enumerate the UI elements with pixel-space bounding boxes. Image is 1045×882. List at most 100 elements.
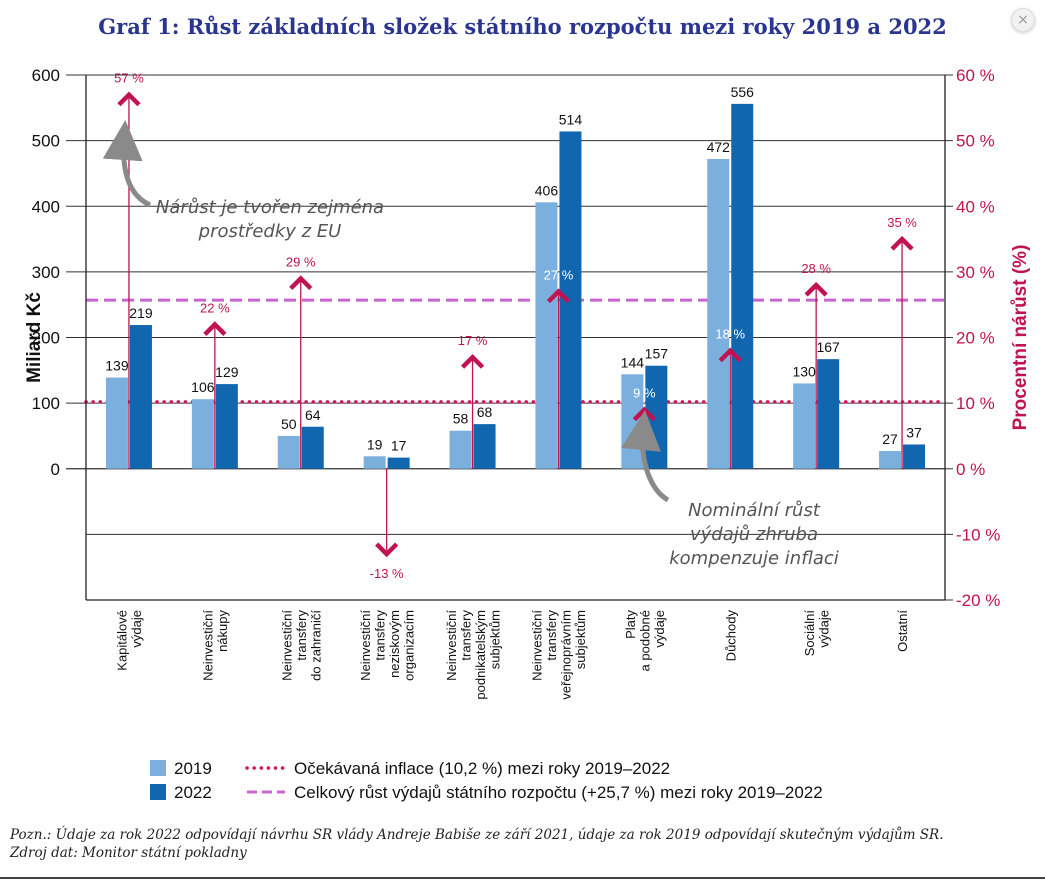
y2-tick-label: 30 %	[956, 263, 995, 282]
bar-value-label: 50	[281, 416, 297, 432]
growth-label: 28 %	[801, 261, 831, 276]
x-category-line: nákupy	[215, 610, 230, 652]
note-line-2: Zdroj dat: Monitor státní pokladny	[10, 845, 247, 861]
x-category-line: Neinvestiční	[530, 610, 545, 681]
x-category-label: Platy a podobné výdaje	[623, 610, 667, 672]
bar-2022[interactable]	[817, 359, 840, 469]
y-tick-label: 200	[32, 329, 60, 348]
growth-arrow-up	[203, 321, 227, 336]
x-category-line: do zahraničí	[308, 610, 323, 681]
close-button[interactable]: ×	[1011, 8, 1035, 32]
bar-2022[interactable]	[129, 325, 152, 469]
growth-arrow-up	[804, 281, 828, 297]
x-category-line: Sociální	[802, 610, 817, 657]
x-category-line: a podobné	[637, 610, 652, 671]
bar-2022[interactable]	[301, 426, 324, 469]
x-category-line: Důchody	[723, 610, 738, 662]
y2-tick-label: 60 %	[956, 66, 995, 85]
growth-label: -13 %	[370, 566, 404, 581]
bar-2019[interactable]	[363, 456, 386, 469]
bar-value-label: 139	[105, 358, 129, 374]
bar-2022[interactable]	[903, 444, 926, 469]
bar-value-label: 406	[535, 182, 559, 198]
bar-value-label: 472	[707, 139, 731, 155]
y2-tick-label: 50 %	[956, 132, 995, 151]
growth-arrow-up	[546, 288, 571, 304]
x-category-line: Neinvestiční	[201, 610, 216, 681]
x-category-line: transfery	[294, 610, 309, 661]
bar-2022[interactable]	[473, 424, 496, 469]
note-line-1: Pozn.: Údaje za rok 2022 odpovídají návr…	[10, 827, 944, 843]
bar-2019[interactable]	[191, 399, 214, 469]
x-category-label: Sociální výdaje	[802, 610, 832, 657]
x-category-line: neziskovým	[387, 610, 402, 678]
x-category-line: výdaje	[652, 610, 667, 648]
legend-swatch-2019	[150, 760, 166, 776]
legend-ref-label: Očekávaná inflace (10,2 %) mezi roky 201…	[294, 759, 670, 778]
bar-2022[interactable]	[387, 457, 410, 469]
bar-2022[interactable]	[215, 384, 238, 469]
growth-label: 17 %	[458, 333, 488, 348]
x-category-line: Neinvestiční	[279, 610, 294, 681]
x-category-line: subjektům	[487, 610, 502, 669]
bar-value-label: 37	[906, 424, 922, 440]
growth-label: 35 %	[887, 215, 917, 230]
x-category-line: Kapitálové	[115, 610, 130, 671]
y2-tick-label: 40 %	[956, 197, 995, 216]
annotation-text: Nominální růst	[688, 500, 821, 521]
bar-2022[interactable]	[559, 131, 582, 469]
bar-value-label: 144	[621, 354, 645, 370]
x-category-line: výdaje	[129, 610, 144, 648]
bar-2019[interactable]	[449, 430, 472, 469]
annotation-arrow	[102, 120, 152, 208]
growth-label: 57 %	[114, 71, 144, 86]
bar-2019[interactable]	[277, 435, 300, 469]
bar-2019[interactable]	[707, 159, 730, 469]
y2-tick-label: 0 %	[956, 460, 985, 479]
legend-ref-label: Celkový růst výdajů státního rozpočtu (+…	[294, 783, 823, 802]
bar-value-label: 64	[305, 407, 321, 423]
bar-value-label: 27	[882, 431, 898, 447]
x-category-label: Neinvestiční transfery do zahraničí	[279, 610, 323, 681]
bar-2019[interactable]	[879, 451, 902, 469]
bar-2019[interactable]	[105, 377, 128, 469]
growth-label: 9 %	[633, 386, 656, 401]
growth-arrow-up	[718, 347, 742, 363]
x-category-line: Ostatní	[895, 610, 910, 652]
growth-arrow-up	[117, 91, 141, 107]
growth-arrow-up	[890, 235, 914, 251]
annotation-text: prostředky z EU	[198, 221, 342, 242]
bar-2022[interactable]	[645, 365, 668, 469]
x-category-line: organizacím	[401, 610, 416, 681]
chart-title: Graf 1: Růst základních složek státního …	[98, 14, 947, 39]
y-tick-label: 600	[32, 66, 60, 85]
annotation-text: Nárůst je tvořen zejména	[156, 197, 384, 218]
bar-value-label: 68	[477, 404, 493, 420]
y-tick-label: 300	[32, 263, 60, 282]
y-tick-label: 400	[32, 197, 60, 216]
bar-2022[interactable]	[731, 103, 754, 469]
y2-axis-title: Procentní nárůst (%)	[1010, 245, 1031, 431]
bar-value-label: 219	[129, 305, 153, 321]
source-note: Pozn.: Údaje za rok 2022 odpovídají návr…	[10, 826, 1040, 862]
growth-label: 22 %	[200, 300, 230, 315]
legend-label: 2022	[174, 783, 212, 802]
bar-2019[interactable]	[793, 383, 816, 469]
y2-tick-label: -10 %	[956, 525, 1000, 544]
bar-2019[interactable]	[535, 202, 558, 469]
y2-tick-label: 10 %	[956, 394, 995, 413]
bar-value-label: 17	[391, 438, 407, 454]
bottom-divider	[0, 877, 1045, 879]
x-category-line: Neinvestiční	[358, 610, 373, 681]
y-tick-label: 100	[32, 394, 60, 413]
x-category-line: podnikatelským	[473, 610, 488, 700]
x-category-line: transfery	[458, 610, 473, 661]
bar-value-label: 157	[645, 346, 669, 362]
x-category-label: Neinvestiční transfery veřejnoprávním subje…	[530, 610, 589, 700]
x-category-line: Neinvestiční	[444, 610, 459, 681]
x-category-line: Platy	[623, 610, 638, 639]
x-category-label: Neinvestiční nákupy	[201, 610, 231, 681]
x-category-line: výdaje	[816, 610, 831, 648]
x-category-label: Ostatní	[895, 610, 910, 652]
